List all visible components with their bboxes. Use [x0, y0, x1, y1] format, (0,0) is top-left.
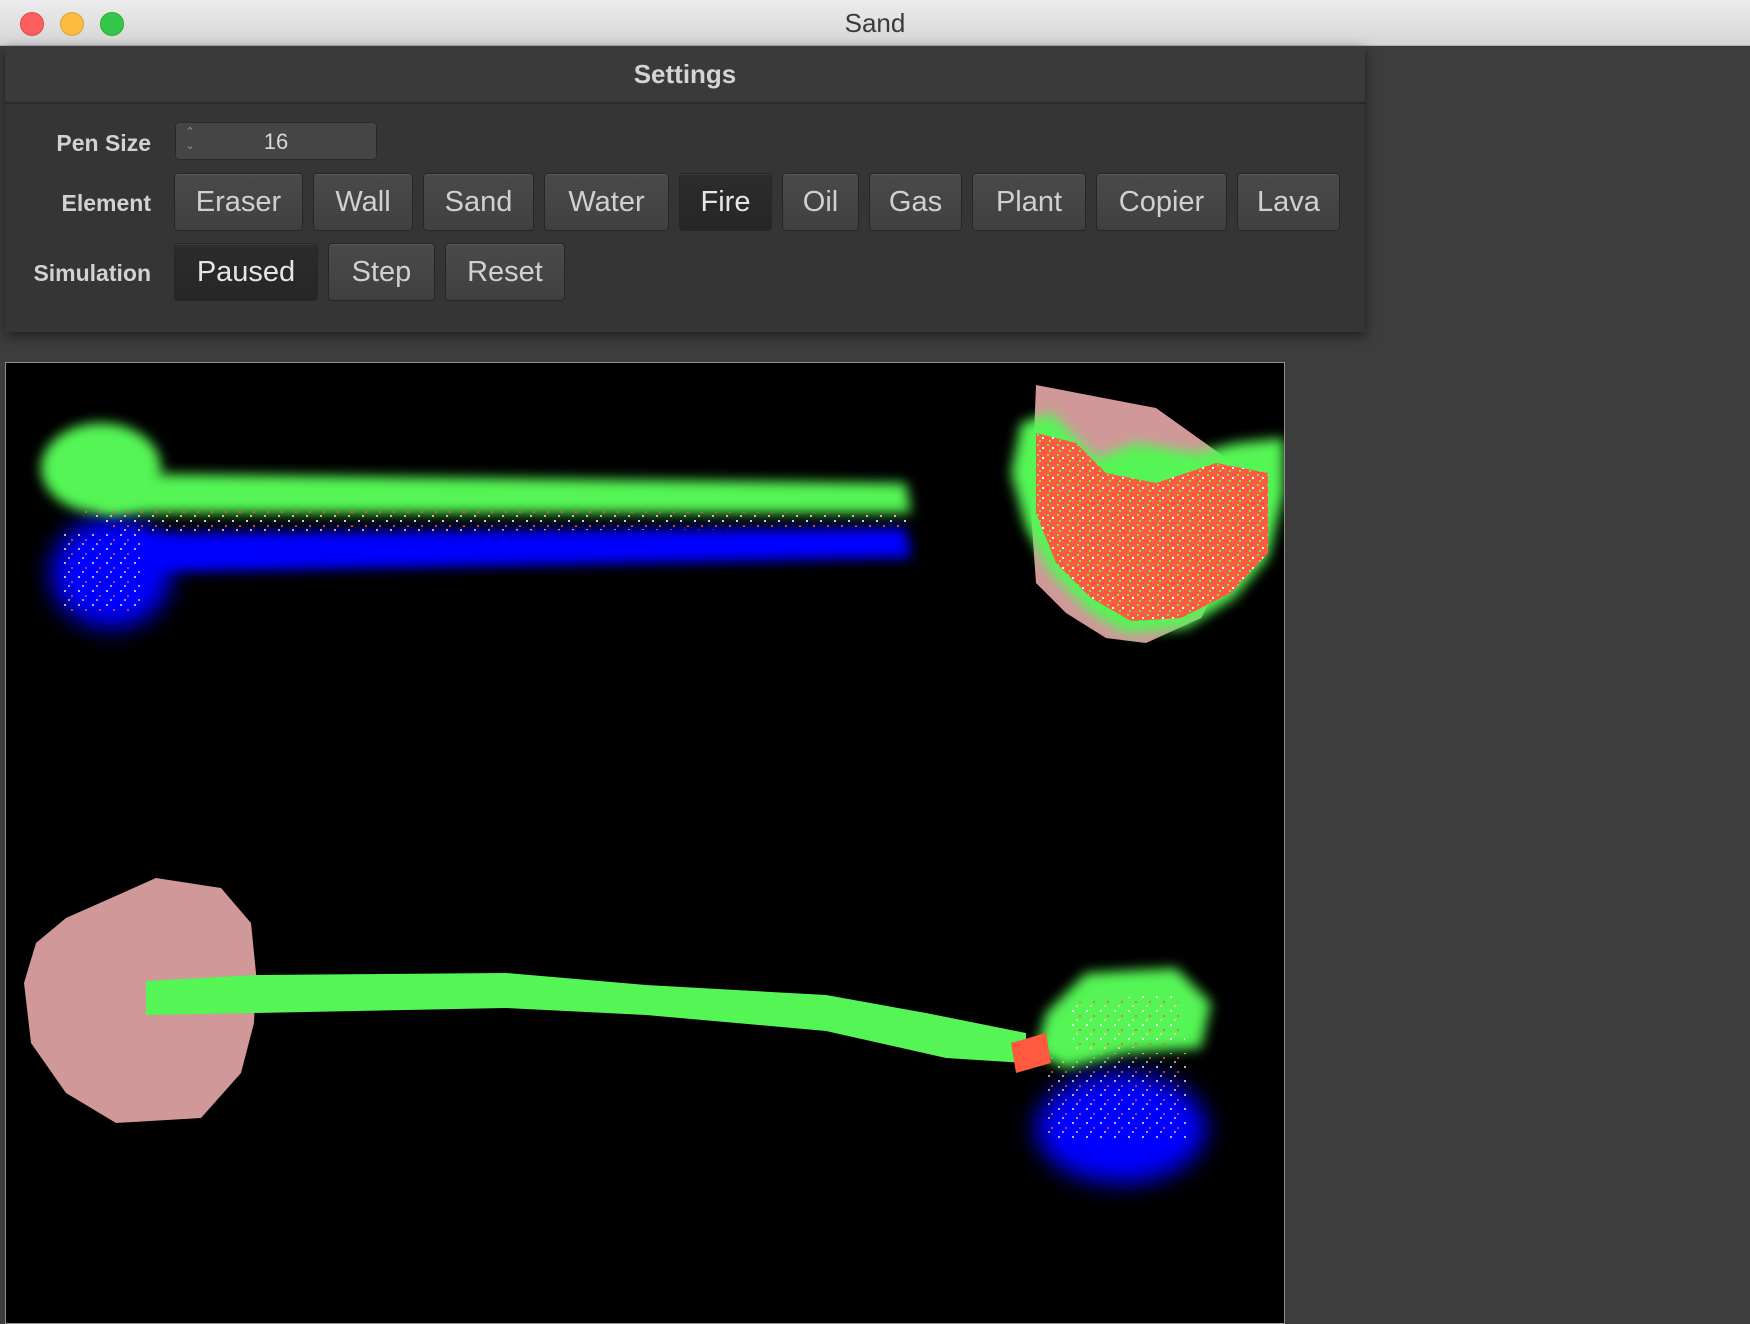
water-glow-bottom-right — [1036, 1053, 1206, 1183]
close-window-icon[interactable] — [20, 12, 44, 36]
element-water-button[interactable]: Water — [544, 173, 669, 231]
sand-blob-bottom-left — [24, 878, 256, 1123]
element-lava-button[interactable]: Lava — [1237, 173, 1340, 231]
element-label: Element — [61, 190, 151, 216]
paused-button[interactable]: Paused — [174, 243, 318, 301]
settings-panel: Settings Pen Size ⌃ ⌄ 16 Element Eraser W… — [5, 46, 1365, 332]
pen-size-label: Pen Size — [56, 130, 151, 156]
element-plant-button[interactable]: Plant — [972, 173, 1086, 231]
step-button[interactable]: Step — [328, 243, 435, 301]
element-oil-button[interactable]: Oil — [782, 173, 859, 231]
settings-header: Settings — [5, 46, 1365, 104]
element-eraser-button[interactable]: Eraser — [174, 173, 303, 231]
title-bar: Sand — [0, 0, 1750, 46]
element-sand-button[interactable]: Sand — [423, 173, 534, 231]
window-title: Sand — [844, 8, 906, 38]
simulation-label: Simulation — [33, 260, 151, 286]
plant-blob-bottom-right — [1011, 968, 1211, 1073]
simulation-canvas[interactable] — [5, 362, 1285, 1324]
minimize-window-icon[interactable] — [60, 12, 84, 36]
maximize-window-icon[interactable] — [100, 12, 124, 36]
element-fire-button[interactable]: Fire — [679, 173, 772, 231]
plant-fire-mass-top-right — [1011, 413, 1284, 633]
element-gas-button[interactable]: Gas — [869, 173, 962, 231]
element-copier-button[interactable]: Copier — [1096, 173, 1227, 231]
element-wall-button[interactable]: Wall — [313, 173, 413, 231]
stepper-arrows-icon[interactable]: ⌃ ⌄ — [185, 126, 195, 152]
window-body: Settings Pen Size ⌃ ⌄ 16 Element Eraser W… — [0, 46, 1750, 1324]
pen-size-stepper[interactable]: ⌃ ⌄ 16 — [175, 122, 377, 160]
plant-band-top — [41, 423, 911, 613]
water-band-top — [116, 528, 911, 573]
reset-button[interactable]: Reset — [445, 243, 565, 301]
simulation-drawing[interactable] — [6, 363, 1285, 1324]
pen-size-value[interactable]: 16 — [263, 129, 289, 154]
plant-band-bottom — [146, 973, 1026, 1063]
